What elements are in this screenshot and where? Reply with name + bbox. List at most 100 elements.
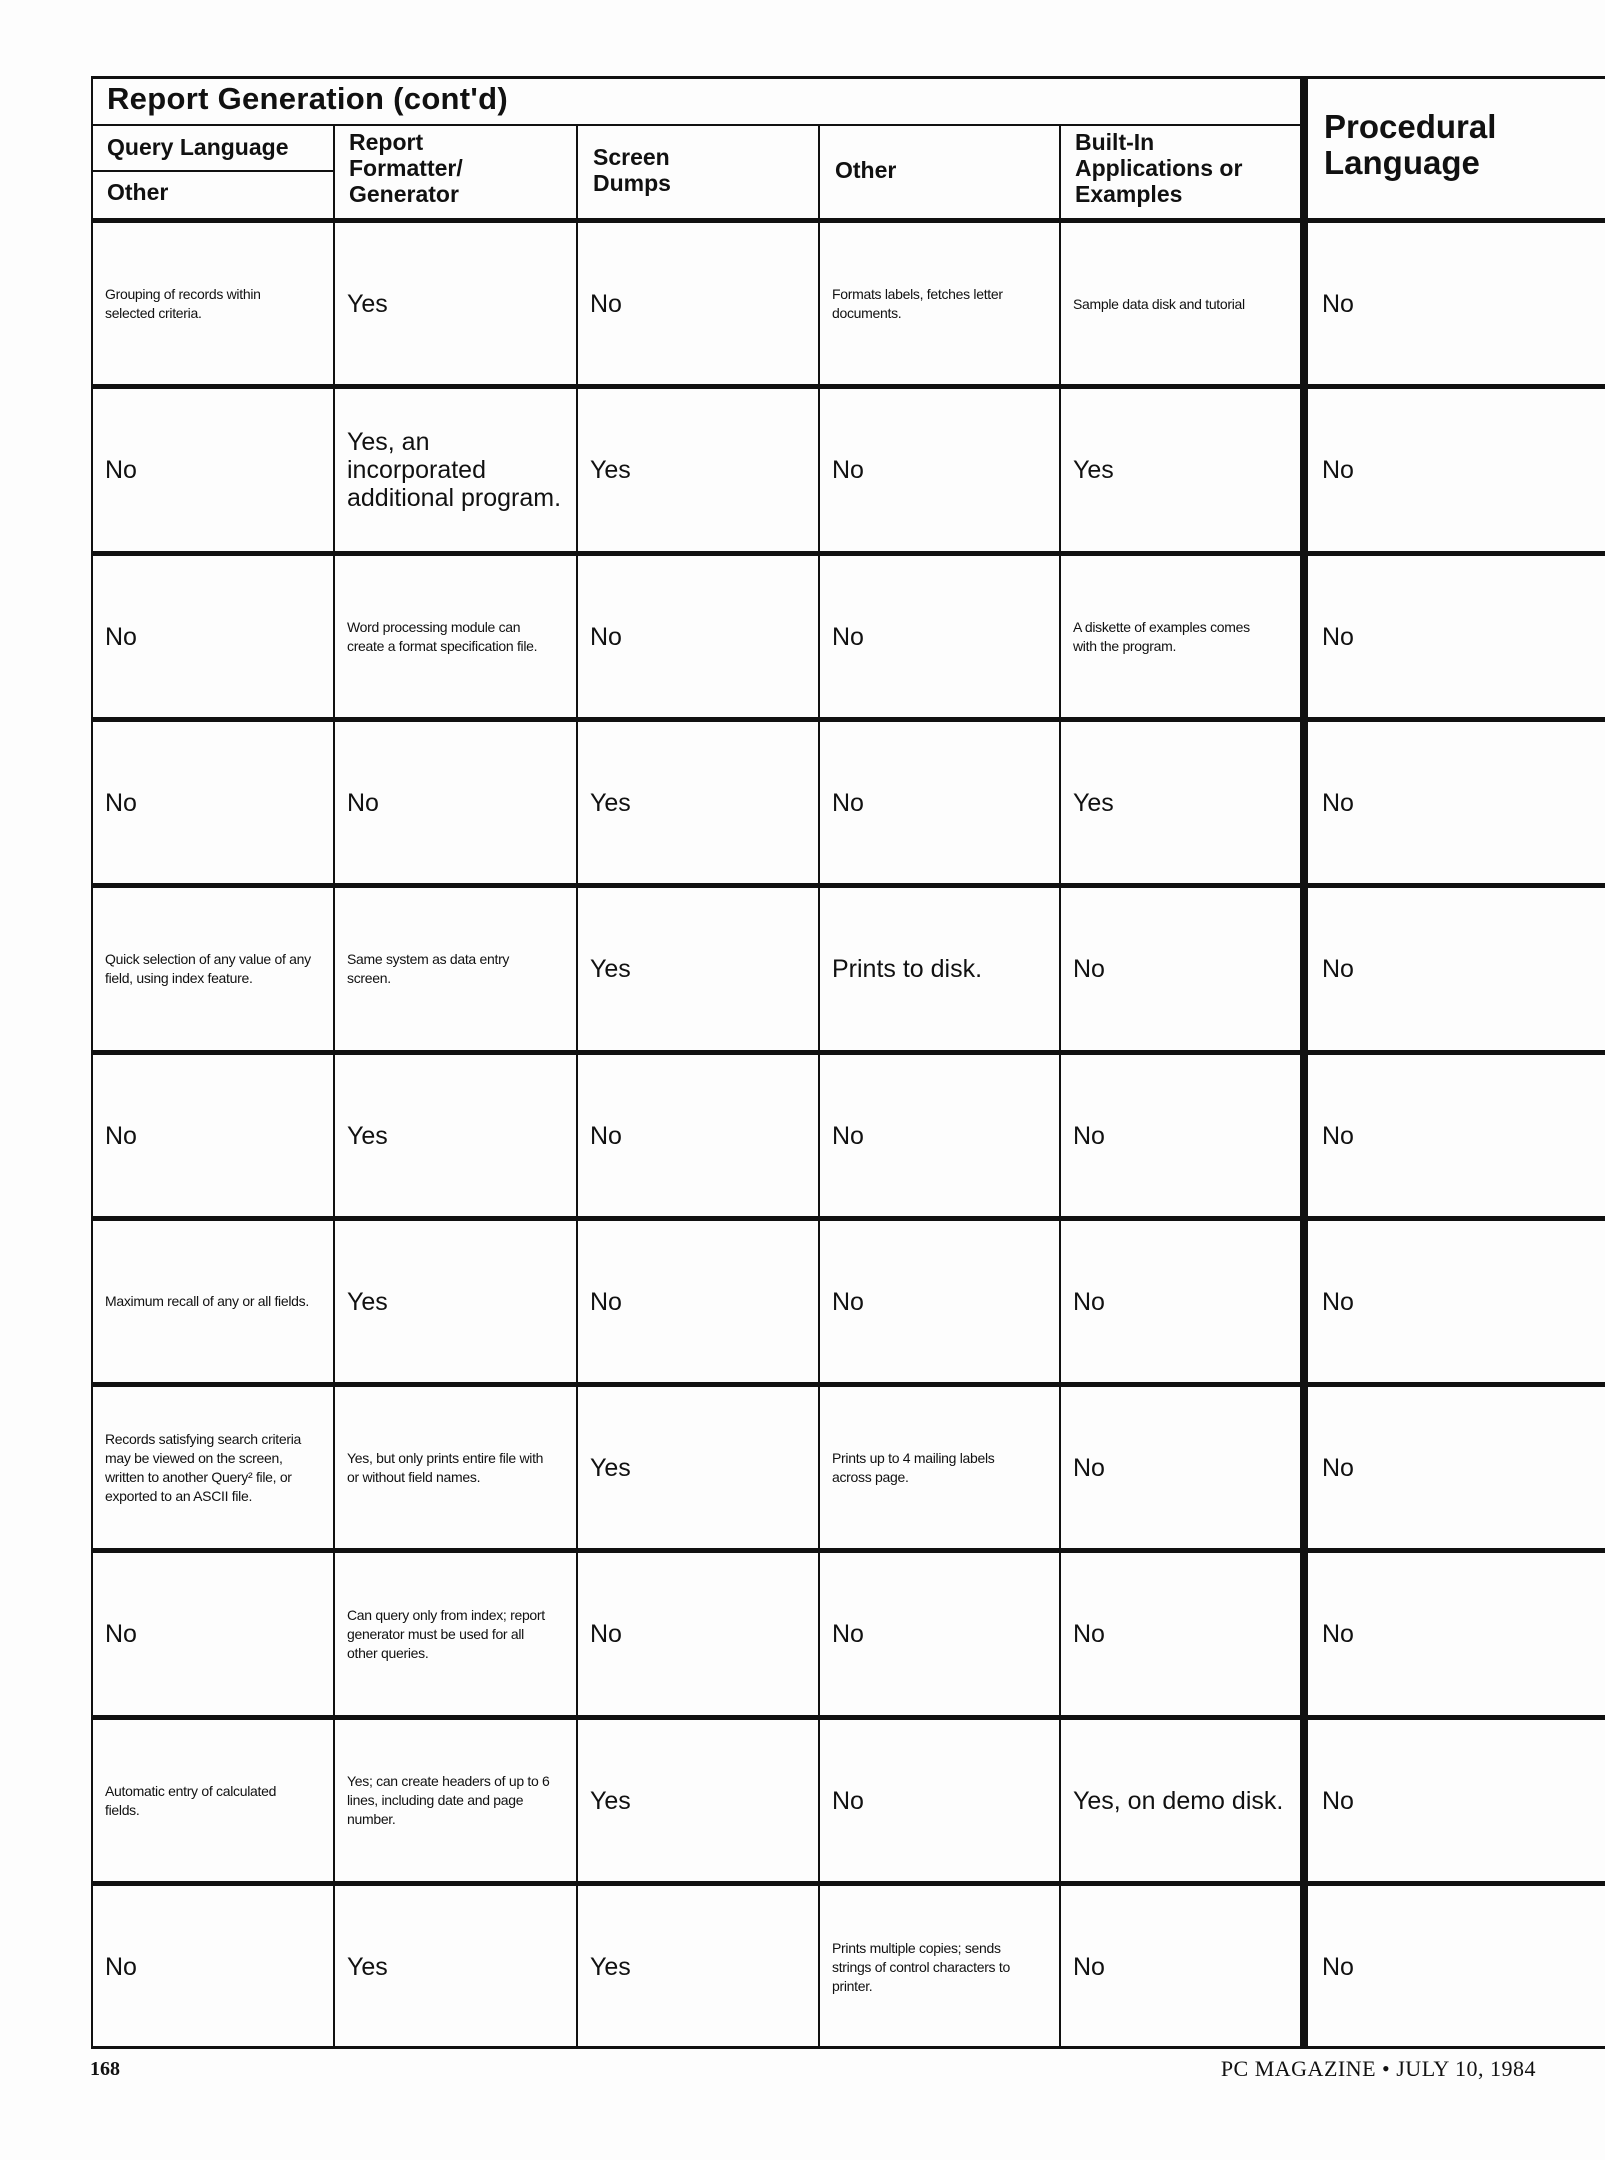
table-cell: No: [578, 223, 820, 385]
cell-text: Yes: [590, 788, 631, 817]
table-cell: No: [93, 556, 335, 718]
table-cell: Can query only from index; report genera…: [335, 1553, 578, 1715]
table-cell: No: [820, 1221, 1061, 1383]
divider: [93, 124, 1302, 126]
cell-text: No: [347, 788, 379, 817]
cell-text: No: [105, 1953, 137, 1981]
cell-text: Can query only from index; report genera…: [347, 1606, 545, 1661]
table-cell: No: [578, 1055, 820, 1217]
cell-text: No: [832, 622, 864, 651]
table-cell: Yes: [335, 1055, 578, 1217]
table-cell: Yes: [335, 1221, 578, 1383]
table-cell: No: [1061, 888, 1300, 1050]
cell-text: No: [832, 788, 864, 817]
table-cell: No: [578, 1221, 820, 1383]
table-cell: Automatic entry of calculated fields.: [93, 1720, 335, 1882]
column-header-procedural-language: Procedural Language: [1324, 108, 1497, 181]
table-cell: Yes: [1061, 389, 1300, 551]
table-cell: No: [820, 1055, 1061, 1217]
row-divider: [93, 384, 1605, 390]
cell-text: Yes: [347, 1953, 388, 1981]
table-cell: Yes: [578, 1387, 820, 1549]
cell-text: Yes: [590, 456, 631, 485]
table-cell: Yes, on demo disk.: [1061, 1720, 1300, 1882]
cell-text: No: [1322, 1121, 1354, 1150]
cell-text: No: [590, 1121, 622, 1150]
table-cell: Yes, an incorporated additional program.: [335, 389, 578, 551]
cell-text: No: [1073, 1620, 1105, 1649]
row-divider: [93, 1714, 1605, 1720]
table-cell: No: [1308, 1055, 1605, 1217]
cell-text: No: [1073, 1454, 1105, 1483]
table-cell: Yes: [578, 722, 820, 884]
cell-text: Same system as data entry screen.: [347, 951, 510, 987]
cell-text: Yes, an incorporated additional program.: [347, 428, 562, 513]
cell-text: No: [590, 1287, 622, 1316]
divider: [1059, 124, 1061, 2046]
cell-text: No: [1322, 1786, 1354, 1815]
table-cell: Yes: [578, 389, 820, 551]
cell-text: Sample data disk and tutorial: [1073, 295, 1245, 312]
divider: [818, 124, 820, 2046]
cell-text: No: [832, 456, 864, 485]
divider: [576, 124, 578, 2046]
cell-text: Grouping of records within selected crit…: [105, 286, 261, 321]
table-cell: Yes: [578, 1886, 820, 2048]
cell-text: Quick selection of any value of any fiel…: [105, 951, 311, 987]
cell-text: Yes; can create headers of up to 6 lines…: [347, 1773, 550, 1828]
table-cell: No: [820, 389, 1061, 551]
table-cell: Yes, but only prints entire file with or…: [335, 1387, 578, 1549]
table-cell: No: [820, 722, 1061, 884]
table-cell: Prints to disk.: [820, 888, 1061, 1050]
row-divider: [93, 218, 1605, 223]
table-cell: No: [1061, 1221, 1300, 1383]
cell-text: Records satisfying search criteria may b…: [105, 1431, 301, 1505]
divider: [93, 170, 335, 172]
cell-text: Automatic entry of calculated fields.: [105, 1782, 277, 1818]
cell-text: No: [1073, 1287, 1105, 1316]
row-divider: [93, 1881, 1605, 1886]
cell-text: Yes: [590, 955, 631, 984]
row-divider: [93, 1548, 1605, 1554]
table-cell: No: [93, 389, 335, 551]
cell-text: No: [832, 1786, 864, 1815]
table-cell: No: [1308, 1886, 1605, 2048]
column-header-other-2: Other: [835, 157, 897, 183]
cell-text: Maximum recall of any or all fields.: [105, 1293, 309, 1310]
table-cell: No: [1308, 1553, 1605, 1715]
table-cell: No: [1308, 223, 1605, 385]
table-cell: No: [1308, 1387, 1605, 1549]
table-cell: No: [1308, 1720, 1605, 1882]
table-cell: Grouping of records within selected crit…: [93, 223, 335, 385]
cell-text: Yes: [590, 1454, 631, 1483]
table-cell: Quick selection of any value of any fiel…: [93, 888, 335, 1050]
column-header-screen-dumps: Screen Dumps: [593, 144, 671, 196]
cell-text: No: [1322, 1953, 1354, 1981]
table-cell: Yes: [578, 888, 820, 1050]
cell-text: No: [832, 1121, 864, 1150]
cell-text: No: [1322, 456, 1354, 485]
cell-text: Yes: [1073, 456, 1114, 485]
column-header-report-formatter: Report Formatter/ Generator: [349, 129, 463, 207]
table-cell: Yes: [335, 223, 578, 385]
table-cell: Records satisfying search criteria may b…: [93, 1387, 335, 1549]
comparison-table: Report Generation (cont'd) Query Languag…: [91, 76, 1605, 2049]
table-cell: Yes: [335, 1886, 578, 2048]
table-cell: Sample data disk and tutorial: [1061, 223, 1300, 385]
cell-text: No: [1322, 955, 1354, 984]
table-cell: Yes: [1061, 722, 1300, 884]
cell-text: Yes: [347, 1287, 388, 1316]
cell-text: Yes: [347, 1121, 388, 1150]
cell-text: Formats labels, fetches letter documents…: [832, 286, 1003, 321]
cell-text: No: [832, 1620, 864, 1649]
cell-text: No: [1322, 1620, 1354, 1649]
cell-text: Prints up to 4 mailing labels across pag…: [832, 1450, 995, 1486]
cell-text: Prints multiple copies; sends strings of…: [832, 1939, 1010, 1994]
cell-text: No: [1073, 955, 1105, 984]
cell-text: Yes: [590, 1953, 631, 1981]
table-cell: Yes: [578, 1720, 820, 1882]
table-cell: A diskette of examples comes with the pr…: [1061, 556, 1300, 718]
cell-text: No: [1322, 622, 1354, 651]
cell-text: No: [105, 1121, 137, 1150]
table-cell: Prints up to 4 mailing labels across pag…: [820, 1387, 1061, 1549]
